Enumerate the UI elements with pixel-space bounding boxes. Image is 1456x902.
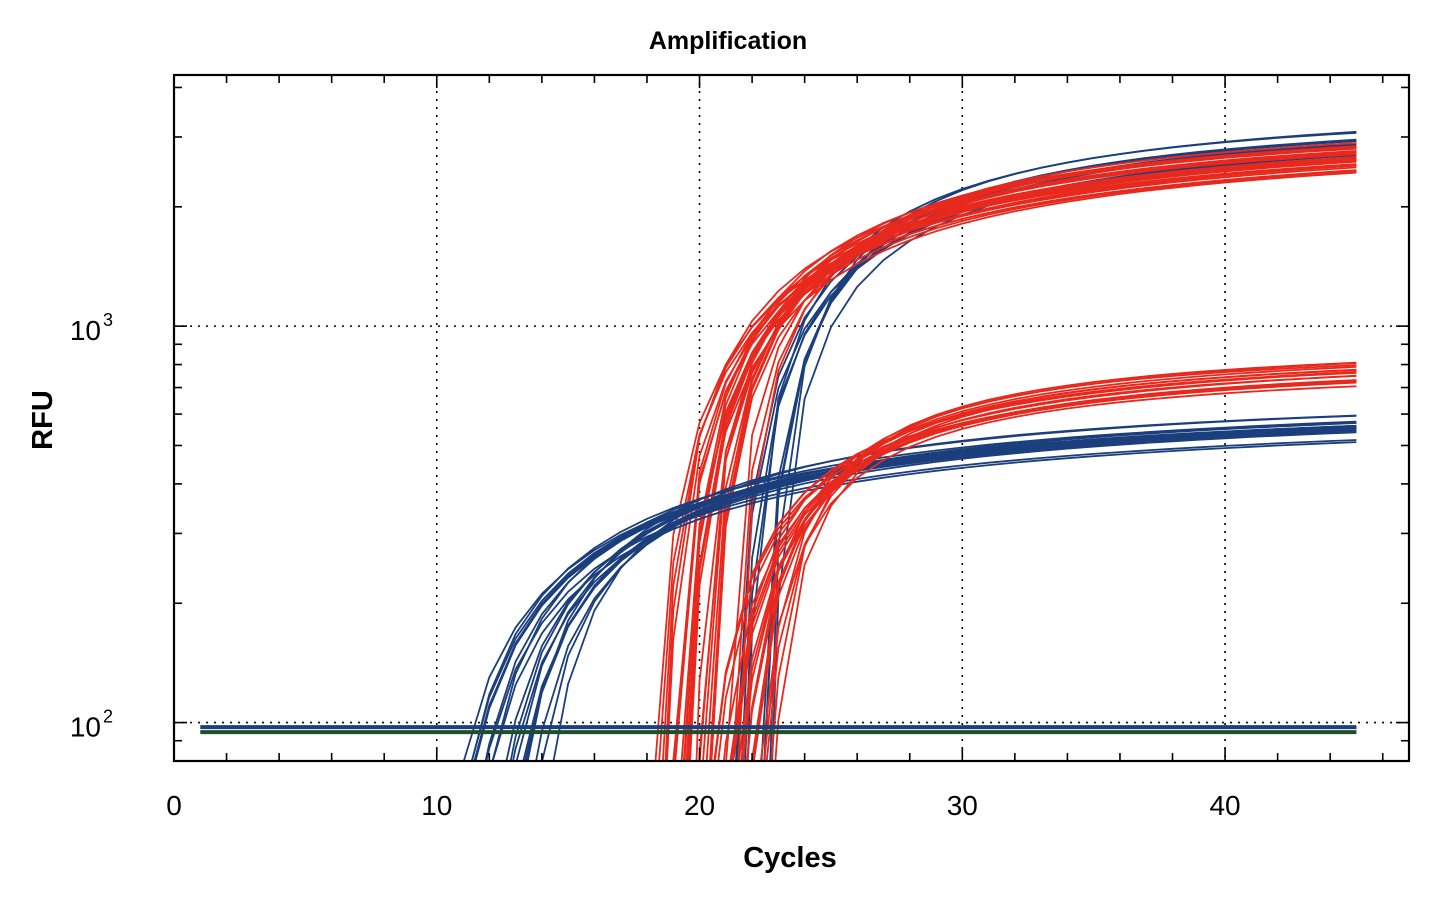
x-tick-labels: 0 10 20 30 40 <box>166 790 1240 821</box>
red-amplification-curve <box>765 369 1357 762</box>
red-amplification-curve <box>687 156 1357 762</box>
red-amplification-curve <box>732 151 1357 762</box>
red-amplification-curve <box>746 362 1357 762</box>
blue-amplification-curve <box>525 426 1357 762</box>
red-amplification-curve <box>737 142 1357 762</box>
blue-amplification-curve <box>525 425 1357 762</box>
blue-amplification-curve <box>473 430 1357 762</box>
red-amplification-curve <box>686 171 1357 762</box>
blue-amplification-curve <box>474 428 1357 762</box>
red-amplification-curve <box>732 379 1357 762</box>
red-amplification-curve <box>713 380 1357 762</box>
x-tick-label: 20 <box>684 790 715 821</box>
y-tick-label-exponent: 3 <box>103 310 113 330</box>
axis-ticks <box>173 75 1409 762</box>
blue-amplification-curve <box>505 425 1357 762</box>
red-amplification-curve <box>730 380 1357 762</box>
blue-amplification-curve <box>470 426 1357 762</box>
red-amplification-curve <box>713 371 1357 762</box>
red-amplification-curve <box>742 380 1357 762</box>
red-amplification-curve <box>709 145 1357 762</box>
red-amplification-curve <box>683 145 1357 762</box>
red-amplification-curve <box>658 169 1357 762</box>
red-amplification-curve <box>710 151 1357 762</box>
blue-amplification-curve <box>509 422 1357 762</box>
blue-amplification-curve <box>744 145 1357 762</box>
blue-amplification-curve <box>462 428 1357 762</box>
red-amplification-curve <box>759 385 1357 762</box>
blue-amplification-curve <box>491 441 1357 762</box>
blue-amplification-curve <box>522 428 1357 762</box>
blue-amplification-curve <box>524 429 1357 762</box>
red-amplification-curve <box>729 380 1357 762</box>
red-amplification-curve <box>738 379 1357 762</box>
x-tick-label: 40 <box>1209 790 1240 821</box>
plot-frame <box>172 73 1411 763</box>
chart-title: Amplification <box>649 27 807 55</box>
red-amplification-curve <box>654 166 1357 762</box>
red-amplification-curve <box>723 380 1357 762</box>
blue-amplification-curve <box>760 142 1357 762</box>
blue-amplification-curve <box>474 427 1357 762</box>
blue-amplification-curve <box>485 439 1357 762</box>
red-amplification-curve <box>702 145 1357 762</box>
blue-amplification-curve <box>515 421 1357 762</box>
red-amplification-curve <box>752 368 1357 762</box>
blue-amplification-curve <box>763 138 1357 762</box>
amplification-curves <box>462 130 1357 762</box>
red-amplification-curve <box>751 366 1357 762</box>
red-amplification-curve <box>710 153 1357 762</box>
y-tick-label: 10 <box>70 315 101 346</box>
x-axis-label: Cycles <box>743 842 837 874</box>
y-axis-label: RFU <box>27 390 59 450</box>
red-amplification-curve <box>717 374 1357 762</box>
red-amplification-curve <box>666 164 1357 762</box>
red-amplification-curve <box>705 150 1357 762</box>
blue-amplification-curve <box>541 424 1357 762</box>
red-amplification-curve <box>725 147 1357 762</box>
baseline-lines <box>200 725 1357 735</box>
x-tick-label: 0 <box>166 790 182 821</box>
y-tick-label: 10 <box>70 712 101 743</box>
blue-amplification-curve <box>735 144 1357 762</box>
red-amplification-curve <box>672 156 1357 762</box>
grid-lines <box>174 75 1409 761</box>
x-tick-label: 30 <box>947 790 978 821</box>
y-tick-label-exponent: 2 <box>103 707 113 727</box>
x-tick-label: 10 <box>421 790 452 821</box>
red-amplification-curve <box>763 361 1357 762</box>
blue-amplification-curve <box>512 431 1357 762</box>
blue-amplification-curve <box>763 140 1357 762</box>
red-amplification-curve <box>674 160 1357 762</box>
